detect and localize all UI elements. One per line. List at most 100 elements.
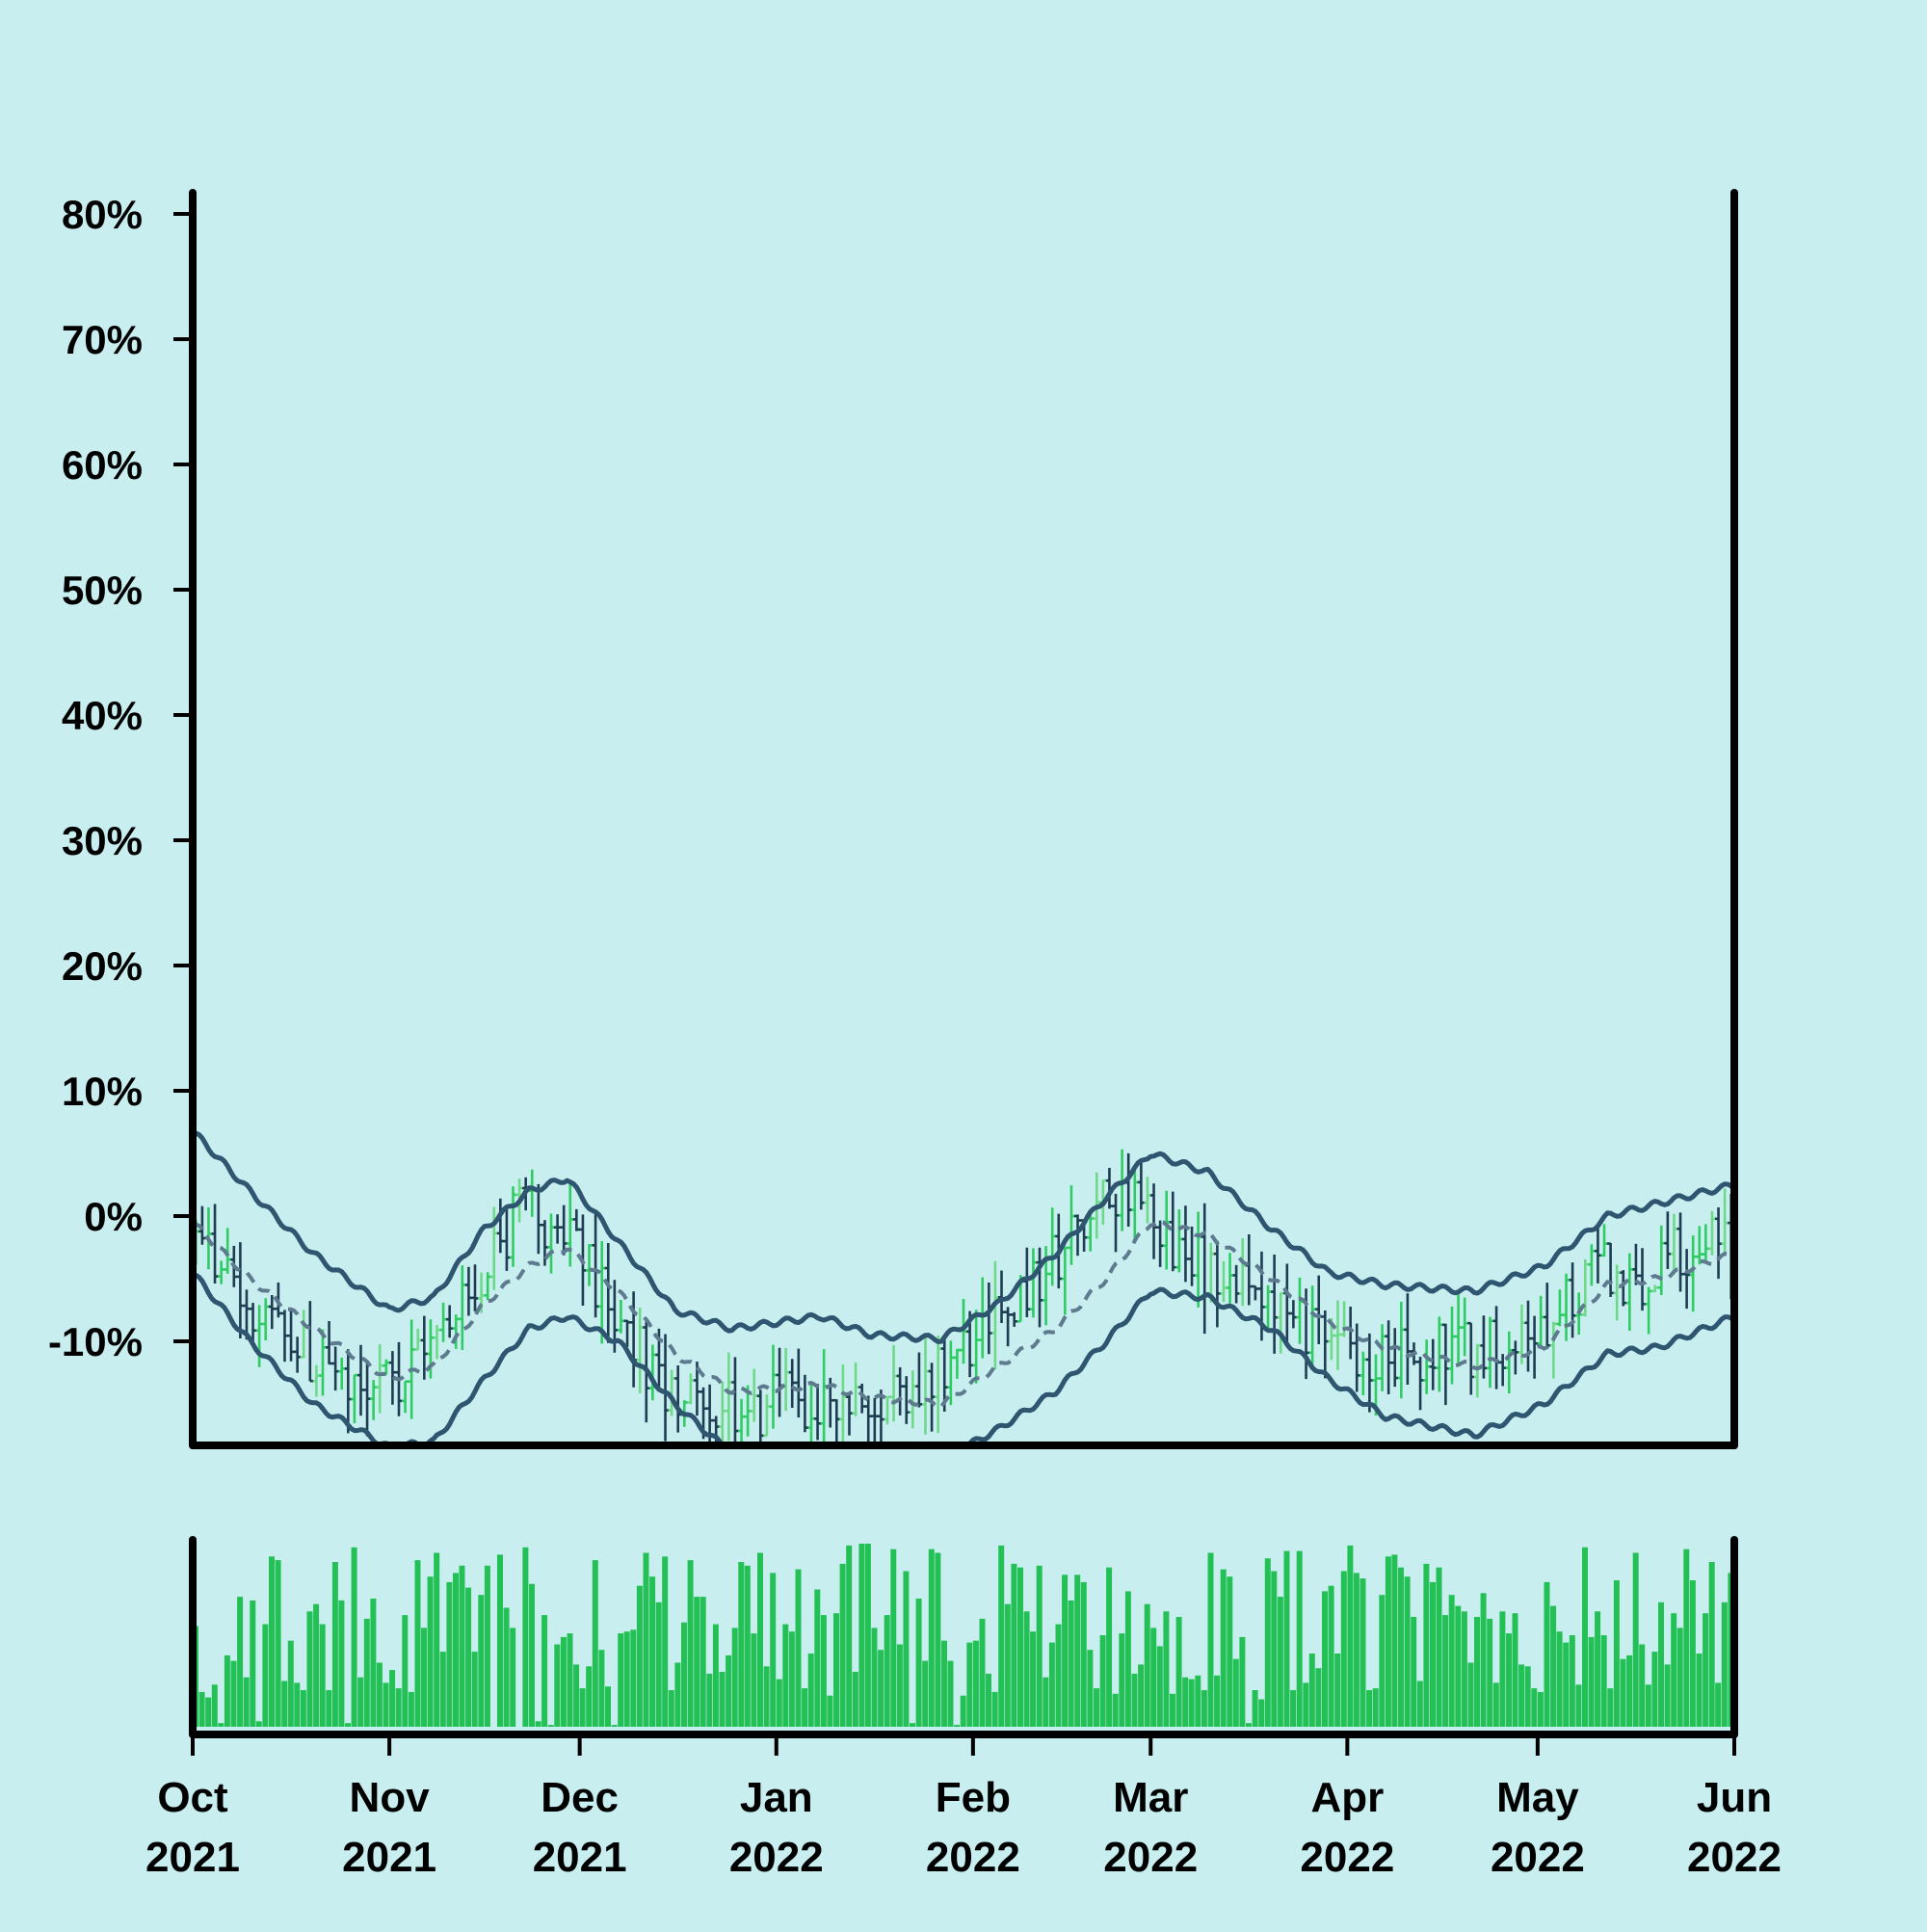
ohlc-bar <box>1708 1210 1716 1256</box>
ohlc-bar <box>1588 1244 1596 1286</box>
volume-bar <box>802 1688 808 1727</box>
volume-bar <box>1188 1679 1195 1727</box>
volume-bar <box>1689 1580 1696 1727</box>
x-tick-label-month: Feb <box>936 1774 1011 1821</box>
ohlc-bar <box>1359 1351 1367 1396</box>
volume-bar <box>744 1565 751 1727</box>
ohlc-bar <box>528 1169 536 1217</box>
volume-bar <box>573 1664 580 1727</box>
ohlc-bar <box>1455 1294 1463 1364</box>
volume-bar <box>1264 1558 1271 1727</box>
ohlc-bar <box>1124 1152 1132 1228</box>
ohlc-bar <box>738 1398 746 1445</box>
ohlc-bar <box>788 1359 796 1409</box>
volume-bar <box>592 1560 598 1727</box>
volume-bar <box>878 1650 884 1727</box>
x-tick-label-year: 2022 <box>729 1834 824 1881</box>
volume-bar <box>1062 1575 1069 1727</box>
volume-bar <box>807 1654 814 1727</box>
x-tick-label-month: Mar <box>1113 1774 1188 1821</box>
x-tick-label-year: 2022 <box>1103 1834 1198 1881</box>
volume-bar <box>205 1697 212 1727</box>
volume-bar <box>1080 1581 1087 1727</box>
ohlc-bar <box>250 1303 257 1343</box>
volume-bar <box>1094 1688 1099 1727</box>
volume-bar <box>928 1548 935 1727</box>
ohlc-bar <box>1715 1206 1723 1280</box>
volume-bar <box>1017 1567 1023 1727</box>
volume-bar <box>262 1624 269 1727</box>
ohlc-bar <box>1220 1260 1227 1303</box>
ohlc-bar <box>1404 1293 1412 1385</box>
volume-bar <box>1708 1562 1715 1727</box>
volume-bar <box>598 1650 605 1727</box>
x-tick-label-year: 2022 <box>1687 1834 1782 1881</box>
ohlc-bar <box>414 1328 422 1351</box>
volume-bar <box>1518 1664 1525 1727</box>
volume-bar <box>1613 1580 1620 1727</box>
volume-bar <box>1411 1617 1417 1727</box>
volume-bar <box>763 1666 770 1727</box>
volume-bar <box>1340 1571 1347 1727</box>
x-tick-label-year: 2022 <box>926 1834 1020 1881</box>
ohlc-bar <box>1689 1235 1697 1312</box>
ohlc-bar <box>909 1370 916 1429</box>
ohlc-bar <box>351 1373 358 1423</box>
ohlc-bar <box>1112 1193 1120 1253</box>
ohlc-bar <box>801 1374 808 1433</box>
ohlc-bar <box>617 1299 624 1334</box>
ohlc-bar <box>1721 1188 1729 1257</box>
ohlc-bar <box>1296 1277 1304 1344</box>
volume-bar <box>1575 1684 1582 1727</box>
ohlc-bar <box>1467 1321 1475 1395</box>
volume-bar <box>864 1544 871 1727</box>
ohlc-bar <box>1232 1264 1240 1304</box>
volume-bar <box>1207 1552 1214 1727</box>
ohlc-bar <box>1499 1354 1507 1387</box>
ohlc-bar <box>312 1364 320 1397</box>
ohlc-bar <box>1423 1339 1431 1394</box>
x-tick-label-year: 2022 <box>1491 1834 1585 1881</box>
volume-bar <box>255 1721 262 1727</box>
x-tick-label-year: 2022 <box>1300 1834 1394 1881</box>
volume-bar <box>1474 1617 1480 1727</box>
volume-bar <box>275 1560 281 1727</box>
volume-bar <box>820 1615 827 1727</box>
ohlc-bar <box>795 1348 803 1418</box>
volume-bar <box>1138 1664 1145 1727</box>
ohlc-bar <box>1441 1323 1449 1406</box>
ohlc-bar <box>535 1183 542 1255</box>
volume-bar <box>1271 1571 1278 1727</box>
ohlc-bar <box>903 1376 911 1424</box>
volume-bar <box>903 1571 910 1727</box>
ohlc-bar <box>604 1242 612 1343</box>
ohlc-bar <box>262 1298 270 1341</box>
ohlc-bar <box>1315 1275 1323 1345</box>
ohlc-bar <box>1651 1284 1659 1293</box>
volume-bar <box>1442 1615 1449 1727</box>
volume-bar <box>357 1677 364 1727</box>
ohlc-bar <box>1271 1254 1279 1354</box>
ohlc-bar <box>433 1325 440 1360</box>
volume-bar <box>306 1611 313 1727</box>
volume-bar <box>668 1690 674 1727</box>
ohlc-bar <box>198 1205 206 1245</box>
volume-bar <box>687 1560 694 1727</box>
volume-bar <box>1658 1601 1664 1727</box>
volume-bar <box>383 1682 389 1727</box>
volume-bar <box>890 1548 897 1727</box>
ohlc-bar <box>1436 1316 1443 1392</box>
volume-bar <box>1398 1567 1404 1727</box>
ohlc-bar <box>814 1384 822 1441</box>
volume-bar <box>389 1670 396 1727</box>
price-panel-frame <box>189 189 1738 1449</box>
ohlc-bar <box>725 1352 732 1442</box>
ohlc-bar <box>896 1366 904 1416</box>
ohlc-bar <box>1105 1168 1113 1209</box>
ohlc-bar <box>452 1314 460 1349</box>
volume-bar <box>782 1624 789 1727</box>
ohlc-bar <box>344 1349 352 1434</box>
volume-bar <box>884 1615 890 1727</box>
volume-bar <box>1315 1668 1322 1727</box>
ohlc-bar <box>1683 1249 1691 1310</box>
